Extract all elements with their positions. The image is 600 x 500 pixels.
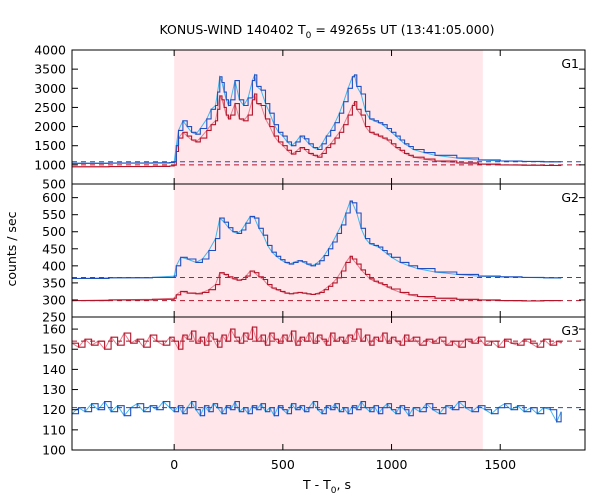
- y-tick-label: 2500: [34, 100, 66, 115]
- y-tick-label: 2000: [34, 119, 66, 134]
- shaded-interval: [174, 317, 483, 450]
- title-subscript: 0: [306, 31, 312, 41]
- y-tick-label: 140: [42, 362, 66, 377]
- y-tick-label: 100: [42, 443, 66, 458]
- blue-model-curve: [71, 200, 562, 279]
- plot-area: 5001000150020002500300035004000G12503003…: [34, 43, 586, 472]
- xlabel-suffix: , s: [337, 477, 351, 492]
- x-tick-label: 1000: [376, 457, 408, 472]
- y-tick-label: 4000: [34, 43, 66, 58]
- panel-frame: [71, 316, 586, 451]
- y-tick-label: 1000: [34, 157, 66, 172]
- xlabel-subscript: 0: [331, 486, 337, 496]
- x-axis-label: T - T0, s: [302, 477, 351, 496]
- xlabel-prefix: T - T: [302, 477, 331, 492]
- red-count-histogram: [72, 93, 562, 168]
- y-tick-label: 130: [42, 382, 66, 397]
- y-tick-label: 350: [42, 275, 66, 290]
- y-axis-label: counts / sec: [4, 211, 19, 286]
- y-tick-label: 300: [42, 292, 66, 307]
- blue-count-histogram: [72, 74, 562, 164]
- x-tick-label: 0: [170, 457, 178, 472]
- x-tick-label: 500: [271, 457, 295, 472]
- panel-g1: 500 1000 1500 2000 2500 3000 3500 4000 G1: [34, 43, 586, 192]
- y-tick-label: 150: [42, 342, 66, 357]
- blue-model-curve: [71, 73, 562, 164]
- panel-g2: 250 300 350 400 450 500 550 600 G2: [42, 183, 586, 325]
- y-tick-label: 400: [42, 258, 66, 273]
- y-tick-label: 3000: [34, 81, 66, 96]
- title-prefix: KONUS-WIND 140402 T: [159, 22, 305, 37]
- y-tick-label: 500: [42, 177, 66, 192]
- red-model-curve: [71, 92, 562, 168]
- y-tick-label: 120: [42, 402, 66, 417]
- x-tick-label: 1500: [484, 457, 516, 472]
- y-tick-label: 550: [42, 207, 66, 222]
- blue-count-histogram: [72, 200, 562, 280]
- y-tick-label: 1500: [34, 138, 66, 153]
- y-tick-label: 500: [42, 224, 66, 239]
- chart-title: KONUS-WIND 140402 T0 = 49265s UT (13:41:…: [159, 22, 494, 41]
- y-tick-label: 3500: [34, 62, 66, 77]
- title-suffix: = 49265s UT (13:41:05.000): [311, 22, 494, 37]
- panel-label: G1: [561, 56, 579, 71]
- y-tick-label: 250: [42, 310, 66, 325]
- panel-g3: 100 110 120 130 140 150 160 G3: [42, 316, 586, 458]
- panel-label: G3: [561, 323, 579, 338]
- y-tick-label: 450: [42, 241, 66, 256]
- red-count-histogram: [72, 255, 562, 302]
- y-tick-label: 160: [42, 322, 66, 337]
- y-tick-label: 600: [42, 190, 66, 205]
- y-tick-label: 110: [42, 422, 66, 437]
- panel-label: G2: [561, 190, 579, 205]
- shaded-interval: [174, 50, 483, 184]
- red-count-histogram: [72, 326, 562, 350]
